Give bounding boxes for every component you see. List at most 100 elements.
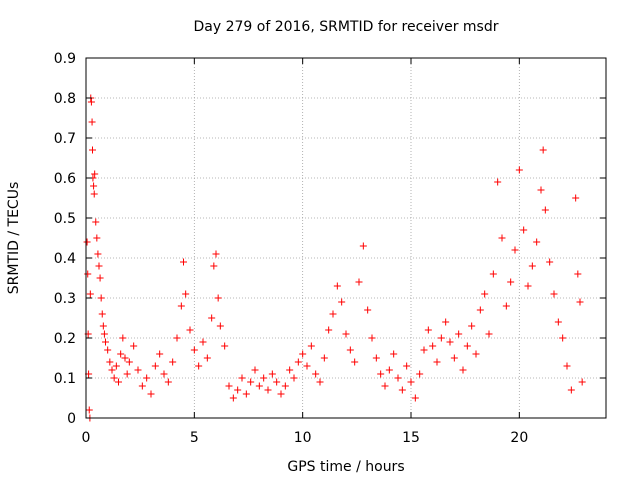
- data-point: [476, 306, 484, 314]
- data-point: [190, 346, 198, 354]
- y-tick-label: 0: [67, 411, 76, 427]
- data-point: [281, 382, 289, 390]
- data-point: [485, 330, 493, 338]
- data-point: [537, 186, 545, 194]
- data-point: [112, 362, 120, 370]
- data-point: [433, 358, 441, 366]
- data-point: [108, 366, 116, 374]
- data-point: [216, 322, 224, 330]
- data-point: [260, 374, 268, 382]
- data-point: [104, 346, 112, 354]
- data-point: [203, 354, 211, 362]
- data-point: [528, 262, 536, 270]
- data-point: [143, 374, 151, 382]
- x-tick-label: 15: [402, 430, 420, 446]
- data-point: [95, 262, 103, 270]
- data-point: [578, 378, 586, 386]
- data-point: [90, 182, 98, 190]
- data-point: [199, 338, 207, 346]
- data-point: [210, 262, 218, 270]
- data-point: [125, 358, 133, 366]
- data-point: [268, 370, 276, 378]
- plot-frame: [85, 57, 607, 419]
- data-point: [182, 290, 190, 298]
- y-tick-label: 0.8: [54, 91, 76, 107]
- data-point: [420, 346, 428, 354]
- data-point: [212, 250, 220, 258]
- data-point: [567, 386, 575, 394]
- data-point: [329, 310, 337, 318]
- data-point: [468, 322, 476, 330]
- data-point: [563, 362, 571, 370]
- data-point: [93, 234, 101, 242]
- data-point: [286, 366, 294, 374]
- y-tick-label: 0.4: [54, 251, 76, 267]
- data-point: [214, 294, 222, 302]
- data-point: [242, 390, 250, 398]
- data-point: [320, 354, 328, 362]
- data-point: [372, 354, 380, 362]
- data-point: [156, 350, 164, 358]
- data-point: [180, 258, 187, 266]
- data-point: [446, 338, 454, 346]
- data-point: [99, 322, 107, 330]
- data-point: [255, 382, 263, 390]
- data-point: [273, 378, 281, 386]
- data-point: [572, 194, 580, 202]
- data-point: [251, 366, 259, 374]
- data-point: [351, 358, 359, 366]
- data-point: [92, 218, 100, 226]
- x-tick-label: 0: [82, 430, 91, 446]
- data-point: [85, 406, 93, 414]
- data-point: [576, 298, 584, 306]
- data-point: [442, 318, 450, 326]
- x-tick-label: 20: [510, 430, 528, 446]
- data-point: [225, 382, 233, 390]
- grid-lines: [86, 58, 606, 418]
- data-point: [115, 378, 122, 386]
- data-point: [541, 206, 549, 214]
- data-point: [377, 370, 385, 378]
- data-point: [403, 362, 411, 370]
- data-point: [550, 290, 558, 298]
- data-point: [533, 238, 541, 246]
- data-point: [368, 334, 376, 342]
- y-tick-label: 0.1: [54, 371, 76, 387]
- data-point: [359, 242, 367, 250]
- data-point: [160, 370, 168, 378]
- data-point: [307, 342, 315, 350]
- data-points: [83, 94, 586, 422]
- data-point: [138, 382, 146, 390]
- data-point: [87, 98, 95, 106]
- data-point: [221, 342, 229, 350]
- data-point: [407, 378, 415, 386]
- data-point: [299, 350, 307, 358]
- data-point: [151, 362, 159, 370]
- data-point: [102, 338, 109, 346]
- y-tick-label: 0.6: [54, 171, 76, 187]
- y-tick-label: 0.2: [54, 331, 76, 347]
- data-point: [277, 390, 285, 398]
- data-point: [574, 270, 582, 278]
- data-point: [450, 354, 458, 362]
- chart-title: Day 279 of 2016, SRMTID for receiver msd…: [194, 19, 499, 35]
- data-point: [507, 278, 515, 286]
- data-point: [119, 334, 127, 342]
- y-tick-label: 0.9: [54, 51, 76, 67]
- data-point: [520, 226, 528, 234]
- data-point: [164, 378, 172, 386]
- data-point: [312, 370, 320, 378]
- data-point: [88, 118, 96, 126]
- data-point: [89, 146, 96, 154]
- data-point: [398, 386, 406, 394]
- data-point: [147, 390, 155, 398]
- data-point: [195, 362, 203, 370]
- data-point: [489, 270, 497, 278]
- data-point: [515, 166, 523, 174]
- x-tick-label: 10: [294, 430, 312, 446]
- data-point: [524, 282, 532, 290]
- data-point: [498, 234, 506, 242]
- data-point: [86, 290, 94, 298]
- data-point: [98, 310, 106, 318]
